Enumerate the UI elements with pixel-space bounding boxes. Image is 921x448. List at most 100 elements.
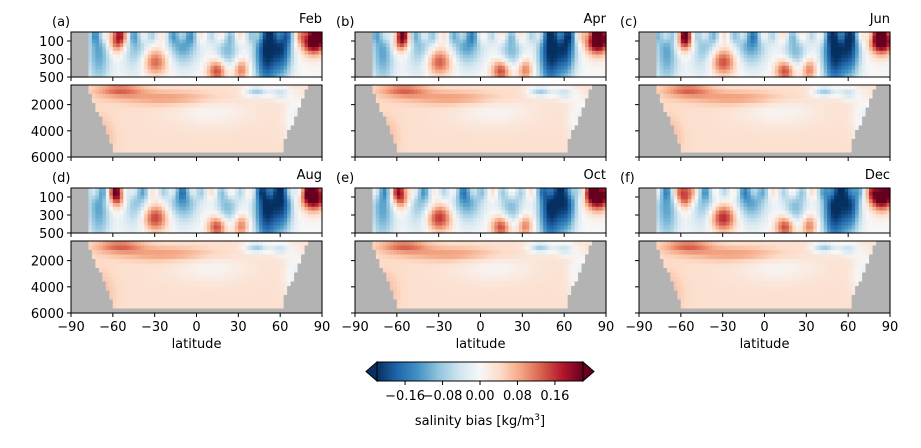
heatmap-cell (656, 32, 661, 37)
heatmap-cell (518, 69, 523, 74)
heatmap-cell (231, 32, 236, 37)
heatmap-cell (480, 103, 485, 109)
heatmap-cell (553, 73, 558, 78)
heatmap-cell (266, 32, 271, 37)
heatmap-cell (515, 148, 520, 154)
heatmap-cell (252, 89, 257, 95)
heatmap-cell (365, 73, 370, 78)
heatmap-cell (297, 32, 302, 37)
heatmap-cell (508, 58, 513, 63)
heatmap-cell (196, 43, 201, 48)
heatmap-cell (372, 62, 377, 67)
heatmap-cell (546, 107, 551, 113)
heatmap-cell (186, 125, 191, 131)
heatmap-cell (813, 50, 818, 56)
heatmap-cell (452, 58, 457, 63)
heatmap-cell (480, 89, 485, 95)
heatmap-cell (445, 35, 450, 41)
heatmap-cell (494, 54, 499, 59)
heatmap-cell (539, 94, 544, 100)
heatmap-cell (84, 43, 90, 48)
heatmap-cell (525, 58, 530, 63)
heatmap-cell (252, 98, 257, 104)
heatmap-cell (677, 73, 682, 78)
heatmap-cell (301, 32, 306, 37)
heatmap-cell (199, 47, 205, 52)
heatmap-cell (389, 73, 394, 78)
heatmap-cell (778, 54, 783, 59)
heatmap-cell (386, 35, 391, 41)
heatmap-cell (255, 54, 260, 59)
heatmap-cell (259, 58, 264, 63)
heatmap-cell (557, 89, 562, 95)
heatmap-cell (428, 143, 433, 149)
heatmap-cell (764, 47, 769, 52)
heatmap-cell (133, 116, 138, 122)
heatmap-cell (238, 143, 243, 149)
heatmap-cell (771, 58, 776, 63)
heatmap-cell (71, 107, 76, 113)
heatmap-cell (123, 69, 128, 74)
heatmap-cell (386, 121, 391, 127)
heatmap-cell (595, 32, 600, 37)
heatmap-cell (287, 54, 292, 59)
heatmap-cell (189, 85, 194, 91)
heatmap-cell (581, 32, 586, 37)
heatmap-cell (452, 98, 457, 104)
heatmap-cell (133, 143, 138, 149)
heatmap-cell (855, 62, 860, 67)
heatmap-cell (813, 54, 818, 59)
heatmap-cell (297, 112, 302, 118)
heatmap-cell (403, 58, 408, 63)
heatmap-cell (546, 139, 551, 145)
heatmap-cell (599, 112, 604, 118)
heatmap-cell (684, 47, 689, 52)
heatmap-cell (287, 58, 292, 63)
heatmap-cell (663, 65, 668, 71)
heatmap-cell (203, 139, 208, 145)
heatmap-cell (252, 73, 257, 78)
heatmap-cell (477, 152, 482, 158)
heatmap-cell (241, 35, 246, 41)
heatmap-cell (553, 94, 558, 100)
heatmap-cell (98, 89, 103, 95)
heatmap-cell (283, 35, 288, 41)
heatmap-cell (410, 43, 415, 48)
heatmap-cell (133, 47, 138, 52)
heatmap-cell (557, 94, 562, 100)
heatmap-cell (71, 112, 76, 118)
heatmap-cell (459, 94, 464, 100)
heatmap-cell (501, 143, 506, 149)
heatmap-cell (259, 85, 264, 91)
heatmap-cell (193, 62, 198, 67)
heatmap-cell (315, 39, 320, 44)
heatmap-cell (449, 58, 454, 63)
heatmap-cell (567, 35, 572, 41)
heatmap-cell (147, 152, 152, 158)
heatmap-cell (827, 73, 832, 78)
heatmap-cell (571, 62, 576, 67)
heatmap-cell (417, 47, 422, 52)
heatmap-cell (687, 47, 692, 52)
heatmap-cell (410, 65, 415, 71)
heatmap-cell (206, 62, 212, 67)
heatmap-cell (809, 65, 814, 71)
heatmap-cell (112, 50, 117, 56)
heatmap-cell (809, 43, 814, 48)
heatmap-cell (483, 116, 489, 122)
heatmap-cell (445, 43, 450, 48)
heatmap-cell (179, 94, 184, 100)
heatmap-cell (487, 107, 492, 113)
heatmap-cell (245, 94, 250, 100)
heatmap-cell (109, 73, 114, 78)
heatmap-cell (508, 139, 513, 145)
heatmap-cell (252, 152, 257, 158)
heatmap-cell (536, 121, 541, 127)
heatmap-cell (81, 47, 86, 52)
heatmap-cell (564, 69, 569, 74)
heatmap-cell (77, 107, 83, 113)
heatmap-cell (435, 39, 440, 44)
heatmap-cell (883, 69, 888, 74)
heatmap-cell (431, 152, 436, 158)
heatmap-cell (88, 85, 93, 91)
